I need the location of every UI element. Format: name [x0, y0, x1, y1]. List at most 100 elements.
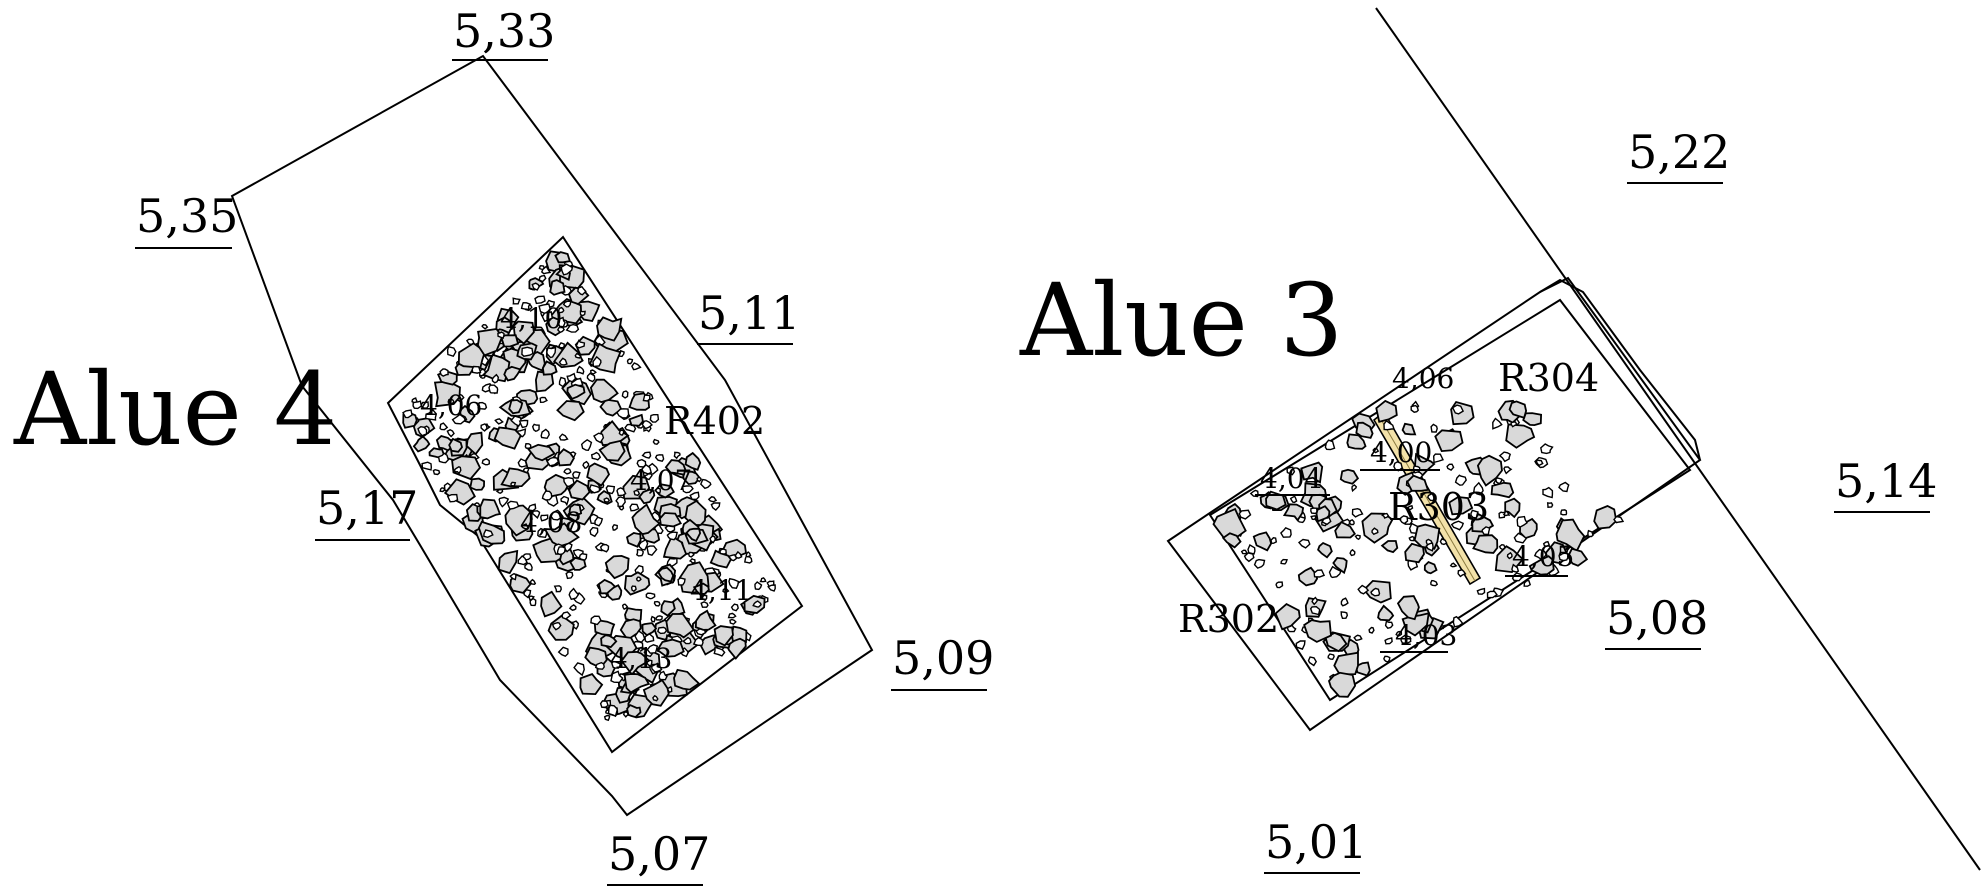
pebble [574, 352, 582, 359]
stone [1528, 555, 1555, 576]
pebble [707, 496, 718, 503]
pebble [451, 413, 467, 425]
pebble [652, 694, 659, 702]
pebble [524, 562, 533, 571]
pebble [1289, 495, 1298, 504]
pebble [1351, 484, 1358, 493]
stone [694, 609, 717, 631]
pebble [1309, 605, 1321, 616]
small-elevation-404: 4,04 [1260, 462, 1322, 495]
stone [1361, 512, 1394, 544]
pebble [1357, 584, 1370, 595]
pebble [432, 468, 441, 476]
pebble [481, 323, 489, 330]
pebble [1400, 634, 1412, 644]
pebble [1430, 579, 1439, 587]
pebble [1457, 569, 1467, 578]
pebble [531, 423, 540, 432]
pebble [654, 454, 665, 462]
stone [684, 451, 702, 471]
area3-outer-boundary [1166, 276, 1702, 732]
stone [656, 638, 685, 658]
pebble [752, 600, 762, 608]
pebble [439, 487, 446, 493]
pebble [553, 585, 562, 593]
pebble [1511, 563, 1520, 573]
stone [1274, 603, 1301, 631]
area4-inner-excavation [386, 235, 804, 754]
pebble [1381, 512, 1390, 519]
pebble [510, 481, 517, 487]
pebble [592, 355, 602, 368]
pebble [477, 401, 488, 410]
stone [600, 634, 618, 649]
stone [713, 625, 734, 647]
pebble [1340, 597, 1349, 607]
pebble [439, 368, 449, 377]
stone [566, 383, 586, 400]
pebble [1351, 507, 1364, 518]
elevation-517: 5,17 [316, 481, 418, 535]
pebble [529, 578, 537, 586]
pebble [520, 301, 532, 311]
pebble [1439, 538, 1448, 546]
pebble [729, 618, 737, 625]
stone [623, 673, 651, 694]
pebble [1307, 656, 1318, 667]
stone [631, 503, 661, 536]
pebble [1313, 569, 1326, 578]
stone [628, 413, 644, 427]
pebble [518, 419, 529, 429]
pebble [687, 551, 695, 558]
pebble [657, 626, 668, 635]
pebble [551, 621, 562, 631]
small-elevation-411: 4,11 [690, 574, 752, 607]
pebble [447, 398, 455, 405]
pebble [1353, 634, 1363, 642]
stone [493, 426, 522, 450]
pebble [718, 548, 727, 555]
stone [660, 600, 676, 617]
stone [1221, 532, 1242, 549]
pebble [634, 630, 646, 644]
pebble [1280, 558, 1288, 565]
pebble [1238, 509, 1252, 520]
area3-inner-excavation [1208, 298, 1692, 702]
pebble [1247, 543, 1256, 555]
pebble [1560, 509, 1568, 516]
stone [526, 443, 556, 462]
pebble [1486, 590, 1498, 599]
pebble [611, 524, 618, 531]
stone [1297, 566, 1319, 587]
pebble [531, 510, 541, 519]
stone [1317, 541, 1333, 559]
pebble [1492, 417, 1503, 430]
elevation-511: 5,11 [698, 286, 800, 340]
pebble [631, 362, 642, 371]
pebble [557, 316, 566, 328]
stone [508, 399, 524, 415]
pebble [541, 311, 554, 323]
pebble [529, 597, 537, 607]
pebble [603, 714, 611, 722]
pebble [540, 428, 550, 440]
small-elevation-405: 4,05 [1512, 540, 1574, 573]
pebble [1542, 540, 1551, 548]
pebble [1506, 551, 1513, 560]
pebble [590, 615, 602, 626]
stone [1300, 461, 1324, 484]
stone [1377, 604, 1395, 622]
pebble [1280, 526, 1292, 538]
pebble [1310, 507, 1318, 515]
stone [684, 499, 707, 526]
feature-r303: R303 [1388, 485, 1489, 529]
pebble [1407, 504, 1414, 511]
pebble [1454, 474, 1467, 486]
stone [568, 503, 583, 517]
stone [598, 439, 626, 462]
stone [579, 673, 604, 696]
stone [1505, 423, 1536, 449]
area4-outer-boundary [230, 54, 874, 817]
pebble [626, 358, 634, 365]
